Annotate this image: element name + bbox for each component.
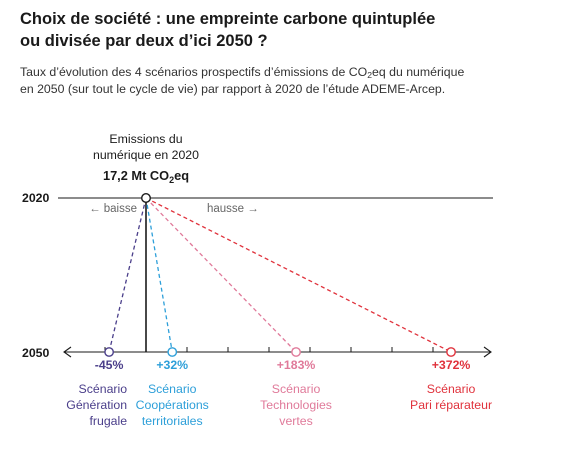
- scenario-4-marker: [446, 347, 456, 357]
- scenario-4-name-line-1: Scénario: [427, 382, 476, 396]
- subtitle-post: eq du numérique: [372, 65, 465, 79]
- scenario-2-name-line-1: Scénario: [148, 382, 197, 396]
- row-label-2020: 2020: [22, 191, 50, 205]
- subtitle-pre: Taux d’évolution des 4 scénarios prospec…: [20, 65, 368, 79]
- chart-title: Choix de société : une empreinte carbone…: [20, 8, 550, 52]
- scenario-lines: [108, 197, 452, 353]
- scenario-1-change-label: -45%: [95, 358, 124, 372]
- scenario-3-name-line-3: vertes: [279, 414, 313, 428]
- hausse-label: hausse →: [207, 203, 259, 215]
- row-label-2050: 2050: [22, 346, 50, 360]
- reference-value-main: 17,2 Mt CO: [103, 168, 169, 183]
- subtitle-line-2: en 2050 (sur tout le cycle de vie) par r…: [20, 82, 446, 96]
- reference-value: 17,2 Mt CO2eq: [103, 168, 189, 185]
- scenario-1-name-line-1: Scénario: [79, 382, 128, 396]
- origin-marker-2020: [140, 192, 151, 203]
- axis-arrow-left: [63, 346, 72, 358]
- scenario-2-name-line-3: territoriales: [142, 414, 203, 428]
- scenario-1-marker: [104, 347, 115, 357]
- scenario-4-line: [145, 197, 452, 353]
- scenario-3-name-line-2: Technologies: [260, 398, 332, 412]
- scenario-3-marker: [291, 347, 301, 357]
- scenario-4-change-label: +372%: [432, 358, 471, 372]
- subtitle-sub: 2: [367, 70, 373, 81]
- axis-arrow-right: [483, 346, 492, 358]
- scenario-2-line: [145, 197, 173, 353]
- title-line-2: ou divisée par deux d’ici 2050 ?: [20, 32, 268, 50]
- reference-label-line-2: numérique en 2020: [93, 148, 199, 162]
- scenario-3-line: [145, 197, 297, 353]
- reference-value-sub: 2: [169, 175, 174, 185]
- scenario-4-name-line-2: Pari réparateur: [410, 398, 492, 412]
- baisse-label: ← baisse: [89, 203, 137, 215]
- scenario-2-marker: [167, 347, 178, 357]
- reference-value-post: eq: [174, 168, 189, 183]
- scenario-1-name-line-2: Génération: [66, 398, 127, 412]
- scenario-3-change-label: +183%: [277, 358, 316, 372]
- reference-label-line-1: Emissions du: [109, 132, 182, 146]
- scenario-labels: -45% Scénario Génération frugale +32% Scénari…: [66, 358, 492, 428]
- scenario-3-name-line-1: Scénario: [272, 382, 321, 396]
- title-line-1: Choix de société : une empreinte carbone…: [20, 10, 436, 28]
- scenario-2-change-label: +32%: [156, 358, 188, 372]
- scenario-1-line: [108, 197, 147, 353]
- chart-subtitle: Taux d’évolution des 4 scénarios prospec…: [20, 64, 550, 98]
- scenario-markers: [104, 347, 456, 357]
- axis-ticks: [104, 347, 434, 352]
- scenario-1-name-line-3: frugale: [89, 414, 127, 428]
- scenario-2-name-line-2: Coopérations: [136, 398, 209, 412]
